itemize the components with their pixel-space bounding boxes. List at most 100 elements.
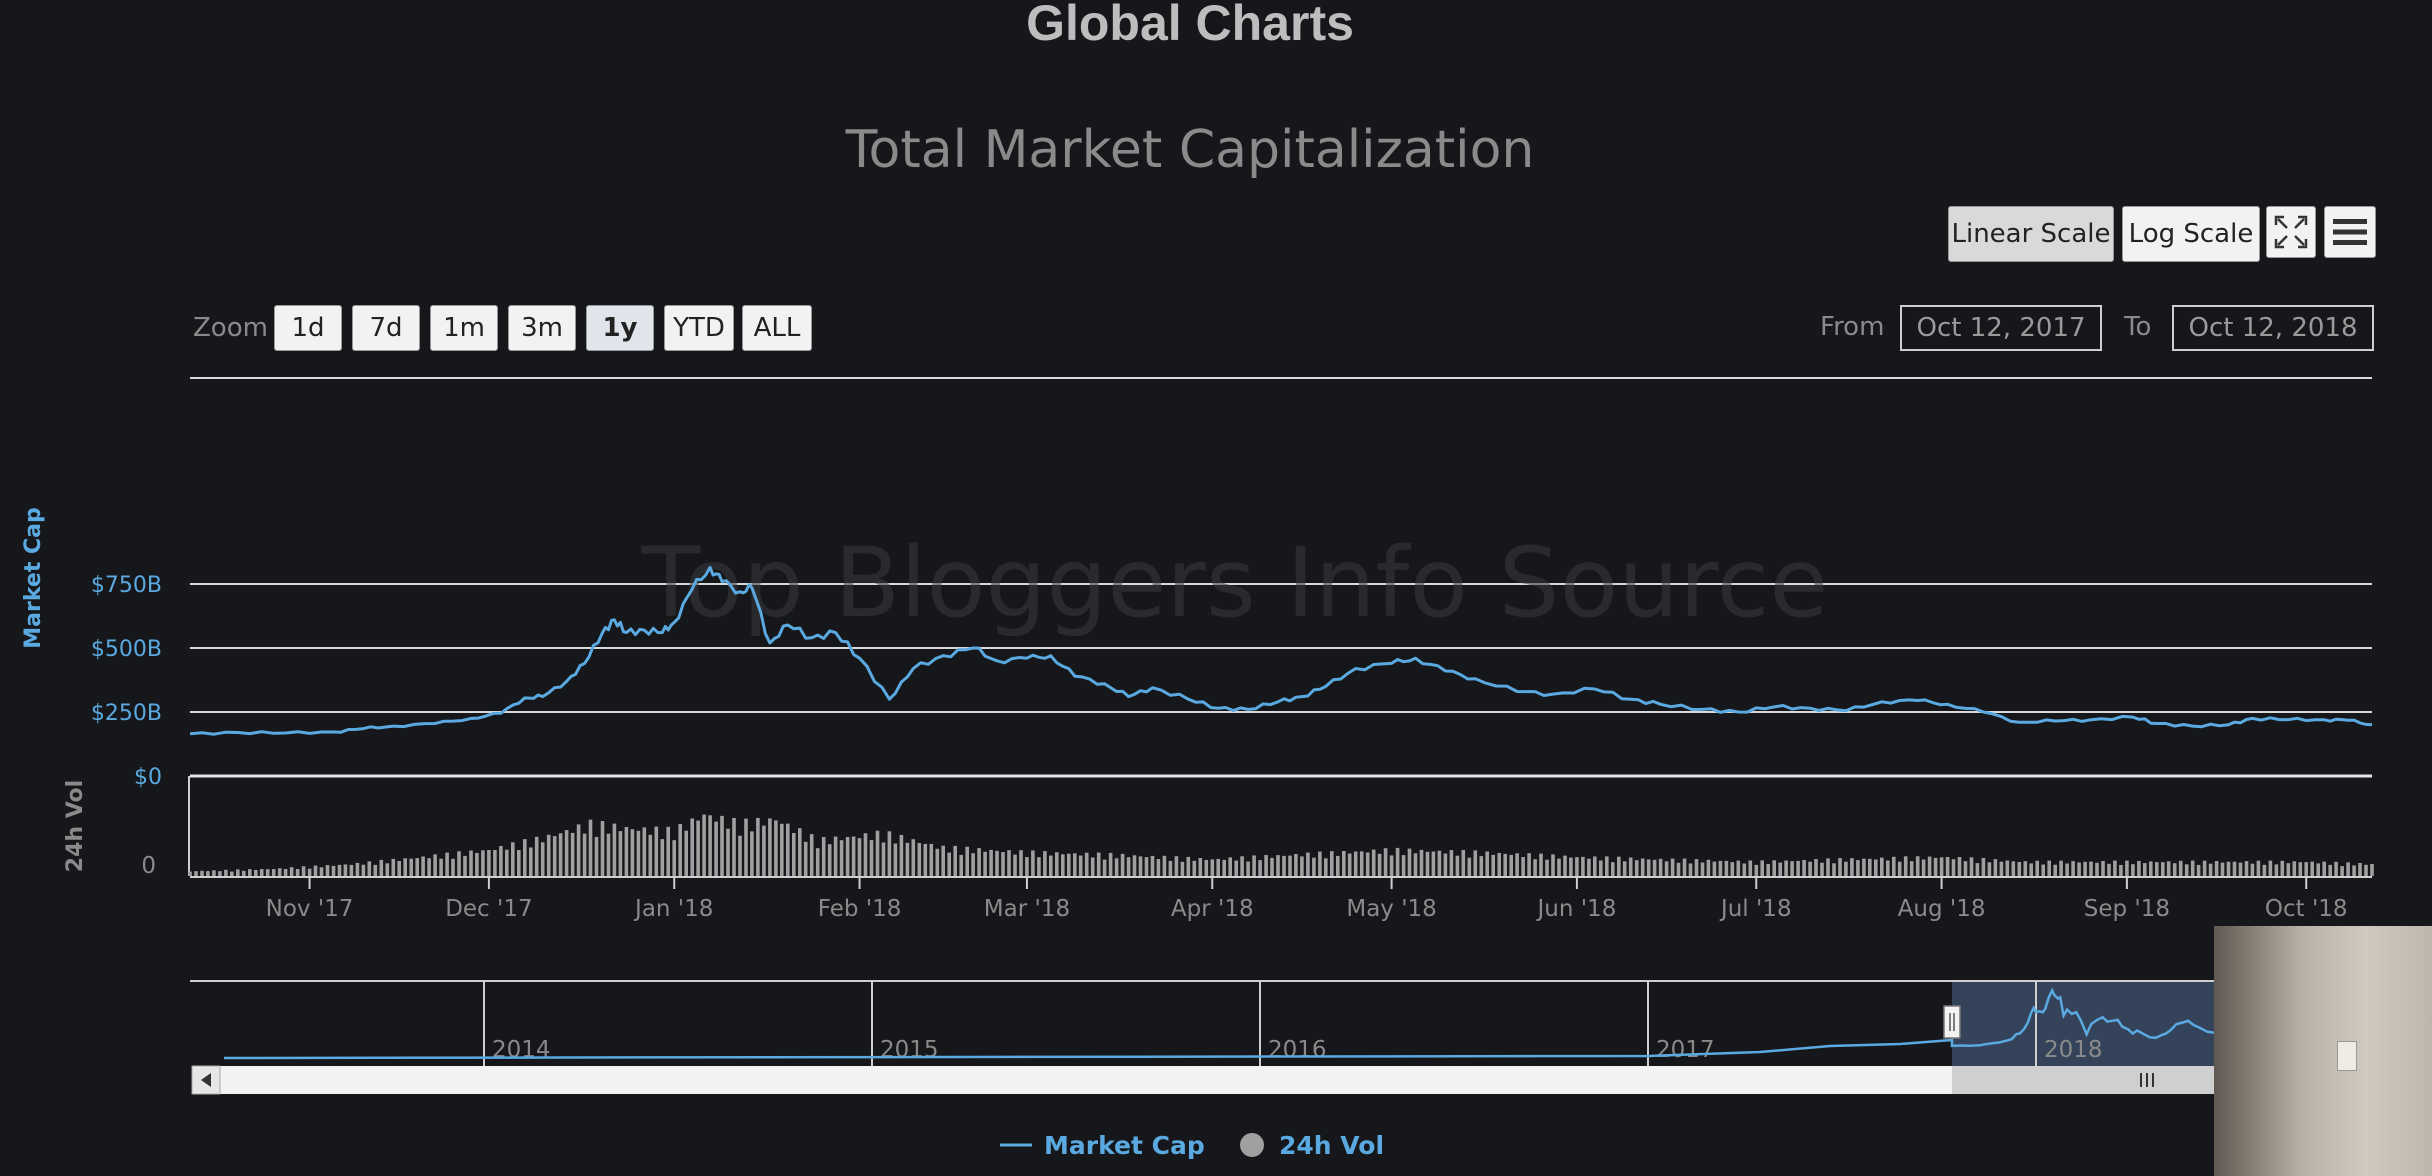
volume-bar bbox=[463, 855, 467, 876]
volume-bar bbox=[857, 838, 862, 876]
volume-bar bbox=[1276, 855, 1280, 876]
volume-bar bbox=[289, 867, 294, 876]
volume-bar bbox=[1037, 857, 1041, 876]
from-label: From bbox=[1820, 312, 1885, 342]
volume-bar bbox=[1126, 857, 1131, 876]
from-date-input[interactable] bbox=[1900, 305, 2102, 351]
volume-bar bbox=[953, 845, 957, 876]
volume-bar bbox=[1814, 859, 1818, 876]
to-date-input[interactable] bbox=[2172, 305, 2374, 351]
navigator[interactable]: 2014 2015 2016 2017 2018 bbox=[190, 980, 2373, 1095]
volume-bar bbox=[1019, 850, 1023, 876]
volume-bar bbox=[786, 823, 790, 876]
volume-bar bbox=[2208, 863, 2213, 876]
volume-bar bbox=[1563, 855, 1567, 876]
volume-bar bbox=[1336, 855, 1340, 876]
scroll-left-arrow-button[interactable] bbox=[191, 1065, 221, 1095]
wall-switch bbox=[2337, 1041, 2357, 1071]
navigator-year-label: 2014 bbox=[492, 1037, 551, 1063]
volume-bar bbox=[1856, 860, 1860, 876]
volume-bar bbox=[588, 819, 593, 876]
volume-bar bbox=[690, 818, 694, 876]
volume-bar bbox=[445, 852, 449, 876]
legend-item-market-cap[interactable]: Market Cap bbox=[1000, 1131, 1205, 1160]
volume-bar bbox=[983, 851, 987, 876]
volume-bar bbox=[1168, 860, 1173, 876]
volume-bar bbox=[188, 871, 192, 876]
zoom-1d-button[interactable]: 1d bbox=[274, 305, 342, 351]
navigator-handle-icon[interactable] bbox=[1943, 1005, 1961, 1039]
volume-bar bbox=[744, 818, 748, 876]
volume-bar bbox=[1533, 859, 1537, 876]
volume-bar bbox=[1467, 857, 1472, 876]
zoom-ytd-button[interactable]: YTD bbox=[664, 305, 734, 351]
volume-bar bbox=[977, 848, 981, 876]
volume-bar bbox=[1628, 857, 1633, 876]
volume-bar bbox=[1294, 854, 1298, 876]
y-tick-label: $750B bbox=[91, 573, 162, 598]
volume-bar bbox=[2011, 861, 2016, 876]
volume-bar bbox=[2328, 864, 2332, 876]
legend-item-24h-vol[interactable]: 24h Vol bbox=[1240, 1131, 1384, 1160]
volume-bar bbox=[1210, 859, 1215, 876]
volume-bar bbox=[732, 818, 736, 876]
chart-menu-button[interactable] bbox=[2324, 206, 2376, 258]
volume-bar bbox=[2113, 860, 2117, 876]
x-tick-label: Jul '18 bbox=[1719, 896, 1792, 922]
volume-bar bbox=[1055, 852, 1059, 876]
volume-bar bbox=[1365, 852, 1370, 876]
navigator-year-label: 2015 bbox=[880, 1037, 939, 1063]
volume-bar bbox=[1915, 856, 1920, 876]
volume-bar bbox=[1246, 861, 1250, 876]
volume-bar bbox=[421, 856, 425, 876]
volume-bar bbox=[756, 817, 760, 876]
volume-bar bbox=[1862, 858, 1866, 876]
volume-bar bbox=[1240, 856, 1244, 876]
volume-bar bbox=[2077, 862, 2081, 876]
zoom-all-button[interactable]: ALL bbox=[742, 305, 812, 351]
volume-bar bbox=[1688, 863, 1693, 876]
volume-bar bbox=[564, 830, 569, 876]
fullscreen-button[interactable] bbox=[2266, 206, 2316, 258]
volume-bar bbox=[654, 826, 659, 876]
volume-bar bbox=[2172, 863, 2177, 876]
volume-bar bbox=[337, 864, 342, 876]
volume-bar bbox=[373, 864, 378, 876]
volume-bar bbox=[2262, 864, 2267, 876]
volume-bar bbox=[582, 833, 587, 876]
volume-bar bbox=[427, 858, 431, 876]
zoom-1m-button[interactable]: 1m bbox=[430, 305, 498, 351]
volume-bar bbox=[2131, 864, 2135, 876]
volume-bar bbox=[1342, 851, 1346, 876]
log-scale-button[interactable]: Log Scale bbox=[2122, 206, 2260, 262]
volume-bar bbox=[672, 840, 676, 876]
y-tick-label: $500B bbox=[91, 637, 162, 662]
volume-bar bbox=[636, 830, 641, 876]
zoom-1y-button[interactable]: 1y bbox=[586, 305, 654, 351]
navigator-year-label: 2017 bbox=[1656, 1037, 1715, 1063]
volume-bar bbox=[863, 833, 868, 876]
volume-bar bbox=[2101, 861, 2105, 876]
x-tick-label: Jan '18 bbox=[633, 896, 713, 922]
volume-bar bbox=[415, 858, 419, 876]
zoom-3m-button[interactable]: 3m bbox=[508, 305, 576, 351]
volume-bar bbox=[307, 868, 312, 876]
volume-bar bbox=[1407, 848, 1412, 876]
volume-bar bbox=[1258, 860, 1262, 876]
volume-bar bbox=[887, 831, 892, 876]
volume-bar bbox=[666, 826, 670, 876]
volume-bar bbox=[487, 850, 491, 876]
linear-scale-button[interactable]: Linear Scale bbox=[1948, 206, 2114, 262]
volume-bar bbox=[1503, 853, 1507, 876]
volume-bar bbox=[1001, 852, 1005, 876]
volume-bar bbox=[2005, 860, 2010, 876]
volume-bar bbox=[2029, 863, 2033, 876]
volume-bar bbox=[570, 832, 575, 876]
volume-bar bbox=[1927, 856, 1932, 876]
volume-bar bbox=[1981, 858, 1986, 876]
volume-bar bbox=[696, 820, 700, 876]
volume-bar bbox=[1216, 858, 1220, 876]
zoom-7d-button[interactable]: 7d bbox=[352, 305, 420, 351]
volume-bar bbox=[1067, 853, 1071, 876]
volume-bar bbox=[1377, 853, 1382, 876]
